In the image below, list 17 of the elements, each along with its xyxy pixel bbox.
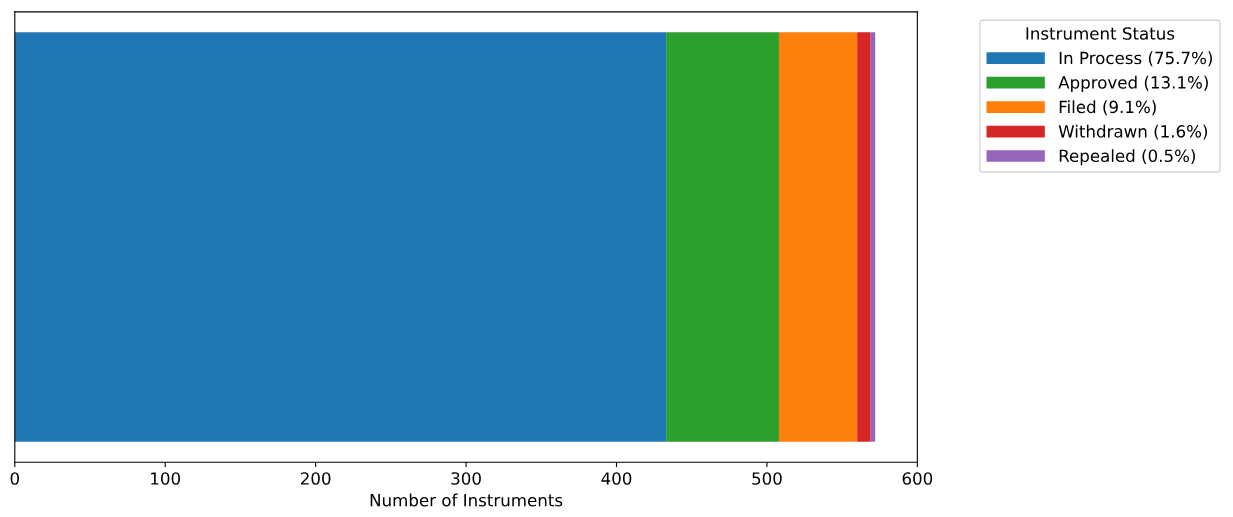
bar xyxy=(666,32,779,442)
x-tick-label: 600 xyxy=(902,472,933,485)
legend-label: Filed (9.1%) xyxy=(1059,100,1156,116)
legend-label: Approved (13.1%) xyxy=(1058,75,1208,92)
legend-title: Instrument Status xyxy=(1026,27,1175,40)
x-tick-label: 100 xyxy=(151,472,181,485)
legend-label: Repealed (0.5%) xyxy=(1059,149,1195,166)
x-tick-label: 300 xyxy=(451,472,481,485)
x-tick-label: 0 xyxy=(10,472,19,485)
bar xyxy=(857,32,871,442)
x-tick-label: 500 xyxy=(752,472,782,485)
x-tick-label: 400 xyxy=(601,472,632,485)
legend-label: Withdrawn (1.6%) xyxy=(1058,124,1208,140)
x-axis-title: Number of Instruments xyxy=(370,493,563,507)
bar xyxy=(778,32,858,442)
legend-label: In Process (75.7%) xyxy=(1059,51,1212,67)
x-tick-label: 200 xyxy=(300,472,331,485)
